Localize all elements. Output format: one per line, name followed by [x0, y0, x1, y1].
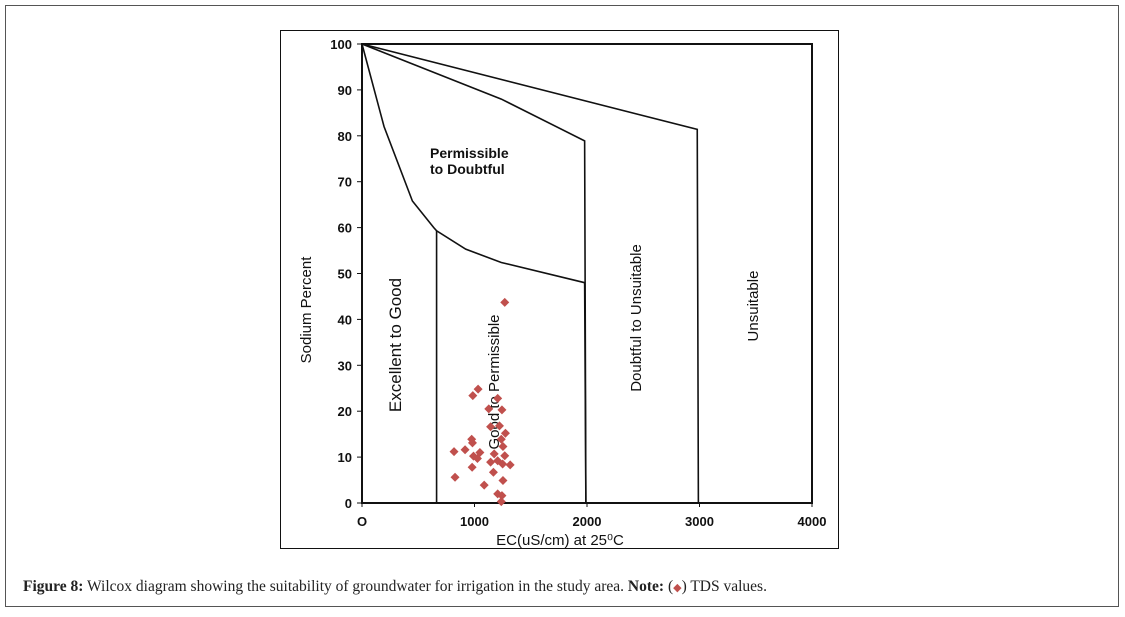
- boundary-line-2: [361, 43, 587, 504]
- data-point: [484, 404, 494, 414]
- y-tick-label: 20: [338, 404, 352, 419]
- data-point: [494, 421, 504, 431]
- data-point: [496, 497, 506, 507]
- x-tick-label: O: [357, 514, 367, 529]
- data-point: [496, 434, 506, 444]
- data-point: [468, 391, 478, 401]
- diamond-marker-icon: ◆: [673, 582, 682, 594]
- caption-text: Wilcox diagram showing the suitability o…: [83, 578, 628, 595]
- y-tick-label: 60: [338, 221, 352, 236]
- x-axis-label: EC(uS/cm) at 25⁰C: [496, 532, 624, 549]
- data-point: [488, 467, 498, 477]
- data-point: [467, 438, 477, 448]
- y-tick-label: 0: [345, 496, 352, 511]
- figure-label: Figure 8:: [23, 578, 84, 595]
- region-label-excellent-to-good: Excellent to Good: [386, 278, 405, 412]
- region-label-doubtful-to-unsuitable: Doubtful to Unsuitable: [628, 244, 645, 392]
- data-point: [473, 384, 483, 394]
- data-point: [460, 445, 470, 455]
- boundary-line-3: [361, 43, 700, 504]
- note-text: ) TDS values.: [681, 578, 767, 595]
- data-point: [493, 393, 503, 403]
- region-label-unsuitable: Unsuitable: [745, 271, 762, 342]
- y-tick-label: 100: [330, 37, 352, 52]
- data-point: [500, 428, 510, 438]
- data-point: [500, 451, 510, 461]
- data-point: [505, 460, 515, 470]
- y-tick-label: 90: [338, 83, 352, 98]
- data-point: [497, 491, 507, 501]
- note-open: (: [664, 578, 674, 595]
- y-tick-label: 70: [338, 175, 352, 190]
- y-tick-label: 80: [338, 129, 352, 144]
- x-tick-label: 3000: [685, 514, 714, 529]
- figure-caption: Figure 8: Wilcox diagram showing the sui…: [23, 578, 767, 596]
- data-point: [498, 459, 508, 469]
- note-label: Note:: [627, 578, 665, 595]
- data-point: [498, 442, 508, 452]
- data-point: [486, 457, 496, 467]
- data-point: [467, 462, 477, 472]
- y-tick-label: 10: [338, 450, 352, 465]
- x-tick-label: 4000: [798, 514, 827, 529]
- data-point: [500, 297, 510, 307]
- region-label-permissible-line1: Permissible: [430, 145, 509, 161]
- x-tick-label: 2000: [573, 514, 602, 529]
- region-label-good-to-permissible: Good to Permissible: [486, 314, 503, 449]
- data-point: [486, 422, 496, 432]
- y-tick-label: 40: [338, 312, 352, 327]
- data-point: [489, 449, 499, 459]
- data-point: [472, 453, 482, 463]
- x-tick-label: 1000: [460, 514, 489, 529]
- data-point: [497, 405, 507, 415]
- region-label-permissible-line2: to Doubtful: [430, 161, 505, 177]
- boundary-line-0: [361, 43, 587, 504]
- data-point: [479, 480, 489, 490]
- data-point: [498, 476, 508, 486]
- y-tick-label: 50: [338, 267, 352, 282]
- figure-frame: [5, 5, 1119, 607]
- y-axis-label: Sodium Percent: [298, 256, 315, 364]
- data-point: [449, 447, 459, 457]
- y-tick-label: 30: [338, 358, 352, 373]
- data-point: [450, 472, 460, 482]
- chart-border: [280, 30, 839, 549]
